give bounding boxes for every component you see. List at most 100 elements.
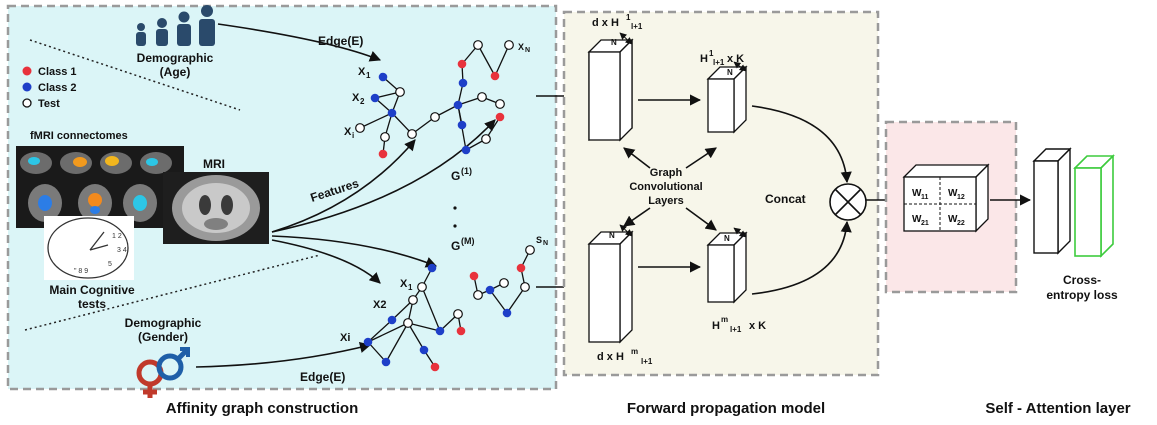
cognitive-label-line2: tests [78,297,106,311]
output-block-black [1032,147,1072,255]
graph-node [387,108,397,118]
n-label-top-out: N [727,68,733,77]
svg-text:5: 5 [108,261,112,268]
gcl-label-line3: Layers [648,195,683,207]
graph-node [453,309,463,319]
graph-edge [421,286,441,332]
graph-node [520,282,530,292]
graph-node [430,362,440,372]
graph-node [403,318,413,328]
attention-matrix-cube [902,163,990,233]
gcn-input-block-bottom [587,230,634,344]
bottom-out-sup: m [721,315,728,324]
mri-label: MRI [203,157,225,171]
node-sn-subscript: N [543,240,548,247]
graphM-label: G [451,239,460,253]
node-xi-label: X [344,126,352,138]
node-x1-subscript: 1 [366,71,371,80]
graph1-label: G [451,169,460,183]
node-x1-label: X [358,66,366,78]
graph1-superscript: (1) [461,166,472,176]
graph-node [516,263,526,273]
gcl-arrow-up-left [623,147,651,169]
graph-node [469,271,479,281]
gcn-output-block-bottom [706,231,748,304]
graph-node [490,71,500,81]
feature-arrow-1 [271,139,416,233]
bottom-out-sub: l+1 [730,325,742,334]
svg-text:3 4: 3 4 [117,247,127,254]
w22-label: W [948,214,958,225]
graph-node [407,129,417,139]
graph-edge [506,286,526,314]
graph-node [355,123,365,133]
bottom-out-tail: x K [749,320,766,332]
graph-node [504,40,514,50]
graph-node [408,295,418,305]
graph-node [461,145,471,155]
graph-node [370,93,380,103]
cognitive-label-line1: Main Cognitive [49,283,135,297]
bottom-in-main: d x H [597,351,624,363]
clock-drawing-image: 1 2 3 4 5 " 8 9 [44,216,134,280]
loss-label-line1: Cross- [1063,273,1101,287]
edge-arrow-top [217,23,382,62]
graph-node [502,308,512,318]
vertical-ellipsis-dot [453,224,457,228]
mri-image [163,172,269,244]
n-dimension-arrow [619,224,633,237]
svg-text:" 8 9: " 8 9 [74,268,88,275]
concat-label: Concat [765,192,806,206]
n-dimension-arrow [619,32,633,45]
node-bottom-x1-label: X [400,278,408,290]
legend-class1-marker [22,66,32,76]
bottom-in-sub: l+1 [641,357,653,366]
gcl-arrow-down-right [685,207,717,231]
graph-node [380,132,390,142]
edge-arrow-bottom [195,342,372,368]
legend: Class 1 Class 2 Test [22,66,77,110]
dotted-separator-top [29,39,241,111]
node-xn-label: X [518,42,524,52]
legend-class2-marker [22,82,32,92]
gcn-input-block-top [587,38,634,142]
demographic-age-title: Demographic [137,51,214,65]
w12-subscript: 12 [957,194,965,201]
graph-1 [355,40,514,159]
top-out-main: H [700,53,708,65]
gcl-arrow-up-right [685,147,717,169]
node-x2-subscript: 2 [360,97,365,106]
gcn-output-block-top [706,65,748,134]
graph-node [477,92,487,102]
w11-label: W [912,188,922,199]
demographic-gender-title: Demographic [125,316,202,330]
top-in-sub: l+1 [631,22,643,31]
graph-edge [359,112,393,129]
n-dimension-arrow [733,227,747,238]
n-label-bottom-in: N [609,231,615,240]
w11-subscript: 11 [921,194,929,201]
node-x2-label: X [352,92,360,104]
gender-symbol-icon [136,347,190,398]
node-xn-subscript: N [525,47,530,54]
graph-node [485,285,495,295]
demographic-age-subtitle: (Age) [160,65,191,79]
feature-arrow-3 [271,235,438,268]
graph-node [387,315,397,325]
top-out-sub: l+1 [713,58,725,67]
w12-label: W [948,188,958,199]
graph-edge [489,289,508,314]
graph-edge [407,322,425,351]
legend-class2-label: Class 2 [38,82,77,94]
graph-node [481,134,491,144]
top-in-main: d x H [592,17,619,29]
affinity-caption: Affinity graph construction [166,400,359,417]
graph-node [458,78,468,88]
w21-subscript: 21 [921,220,929,227]
graph-node [457,59,467,69]
feature-arrow-4 [271,239,381,284]
gcl-label-line1: Graph [650,167,683,179]
n-dimension-arrow [733,61,747,72]
node-xi-subscript: i [352,131,354,140]
gcl-label-line2: Convolutional [629,181,702,193]
